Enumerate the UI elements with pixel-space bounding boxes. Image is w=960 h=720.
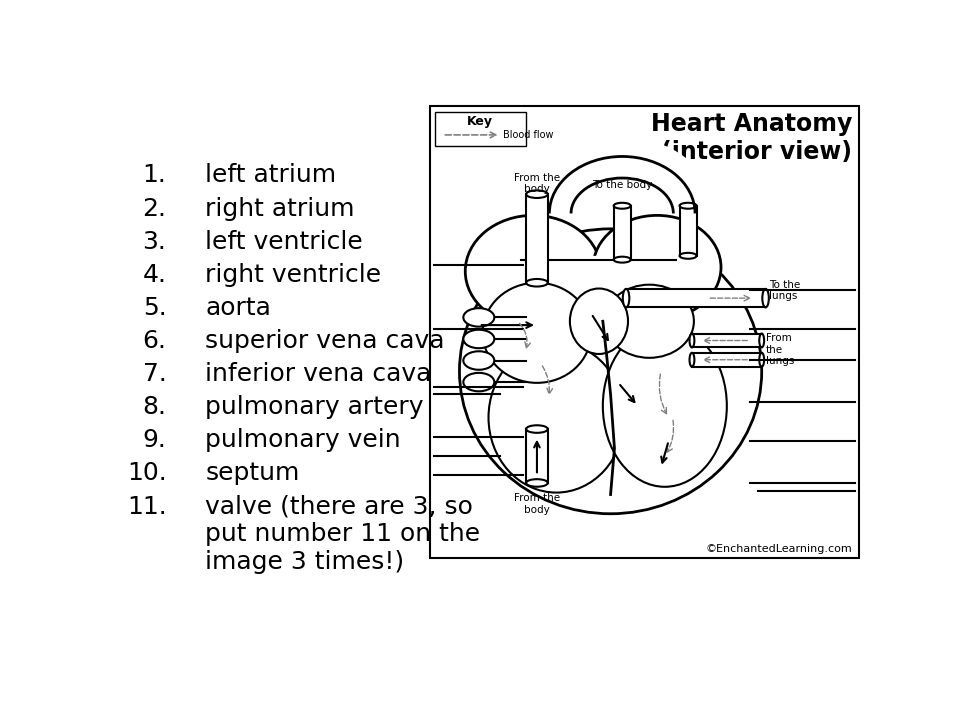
Bar xyxy=(430,106,858,559)
Text: 1.: 1. xyxy=(143,163,166,187)
Text: septum: septum xyxy=(205,462,300,485)
Bar xyxy=(692,353,761,366)
Ellipse shape xyxy=(526,480,548,487)
Ellipse shape xyxy=(605,284,694,358)
Ellipse shape xyxy=(460,229,761,514)
Bar xyxy=(435,112,526,145)
Text: 11.: 11. xyxy=(127,495,166,518)
Text: Heart Anatomy
(interior view): Heart Anatomy (interior view) xyxy=(651,112,852,163)
Text: From the
body: From the body xyxy=(514,493,560,515)
Bar xyxy=(680,206,697,256)
Bar xyxy=(526,429,548,483)
Text: 6.: 6. xyxy=(142,329,166,353)
Text: pulmonary artery: pulmonary artery xyxy=(205,395,423,419)
Ellipse shape xyxy=(613,257,631,263)
Ellipse shape xyxy=(759,333,764,348)
Bar xyxy=(626,289,765,307)
Text: 8.: 8. xyxy=(142,395,166,419)
Ellipse shape xyxy=(762,289,769,307)
Text: 4.: 4. xyxy=(142,263,166,287)
Text: 5.: 5. xyxy=(143,296,166,320)
Text: 3.: 3. xyxy=(143,230,166,253)
Ellipse shape xyxy=(526,279,548,287)
Ellipse shape xyxy=(603,325,727,487)
Text: From the
body: From the body xyxy=(514,173,560,194)
Bar xyxy=(692,333,761,348)
Text: aorta: aorta xyxy=(205,296,271,320)
Text: pulmonary vein: pulmonary vein xyxy=(205,428,401,452)
Ellipse shape xyxy=(689,333,694,348)
Ellipse shape xyxy=(680,253,697,258)
Bar xyxy=(526,194,548,283)
Text: left ventricle: left ventricle xyxy=(205,230,363,253)
Text: From
the
lungs: From the lungs xyxy=(765,333,794,366)
Text: superior vena cava: superior vena cava xyxy=(205,329,444,353)
Ellipse shape xyxy=(759,353,764,366)
Ellipse shape xyxy=(464,330,494,348)
Ellipse shape xyxy=(526,426,548,433)
Text: right atrium: right atrium xyxy=(205,197,355,220)
Ellipse shape xyxy=(489,343,624,492)
Text: To the body: To the body xyxy=(592,180,653,190)
Ellipse shape xyxy=(526,190,548,198)
Text: 7.: 7. xyxy=(143,362,166,386)
Text: ©EnchantedLearning.com: ©EnchantedLearning.com xyxy=(706,544,852,554)
Ellipse shape xyxy=(570,289,628,354)
Ellipse shape xyxy=(464,351,494,370)
Text: Blood flow: Blood flow xyxy=(503,130,553,140)
Ellipse shape xyxy=(593,215,721,320)
Text: 2.: 2. xyxy=(142,197,166,220)
Ellipse shape xyxy=(680,203,697,209)
Text: left atrium: left atrium xyxy=(205,163,336,187)
Ellipse shape xyxy=(464,373,494,392)
Bar xyxy=(613,206,631,260)
Text: inferior vena cava: inferior vena cava xyxy=(205,362,432,386)
Text: To the
lungs: To the lungs xyxy=(770,279,801,301)
Text: Key: Key xyxy=(468,115,493,128)
Ellipse shape xyxy=(464,308,494,327)
Text: 9.: 9. xyxy=(143,428,166,452)
Ellipse shape xyxy=(466,215,601,327)
Ellipse shape xyxy=(623,289,630,307)
Ellipse shape xyxy=(613,203,631,209)
Ellipse shape xyxy=(510,256,688,325)
Ellipse shape xyxy=(689,353,694,366)
Text: right ventricle: right ventricle xyxy=(205,263,381,287)
Text: 10.: 10. xyxy=(127,462,166,485)
Ellipse shape xyxy=(483,283,591,383)
Text: valve (there are 3, so
put number 11 on the
image 3 times!): valve (there are 3, so put number 11 on … xyxy=(205,495,480,574)
